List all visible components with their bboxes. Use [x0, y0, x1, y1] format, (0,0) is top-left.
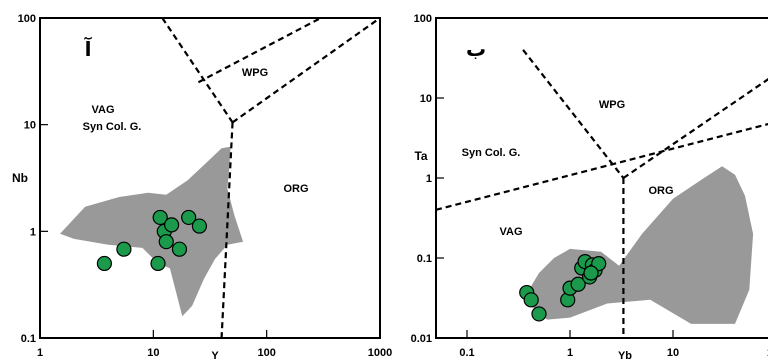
boundary-line: [231, 17, 381, 124]
y-tick-label: 100: [18, 13, 36, 25]
y-axis-title: Nb: [12, 171, 28, 185]
sample-point: [116, 241, 132, 257]
x-tick-label: 1: [37, 347, 43, 359]
field-label-vag: VAG: [499, 226, 522, 238]
sample-point: [523, 292, 539, 308]
sample-point: [583, 265, 599, 281]
field-label-vag: VAG: [91, 104, 114, 116]
boundary-line: [622, 78, 768, 179]
y-tick-label: 1: [426, 173, 432, 185]
x-tick-label: 10: [667, 347, 679, 359]
x-tick-label: 100: [257, 347, 275, 359]
sample-point: [150, 255, 166, 272]
plot-frame: [39, 17, 381, 339]
field-label-org: ORG: [648, 185, 673, 197]
field-label-wpg: WPG: [242, 67, 268, 79]
y-tick-label: 1: [30, 226, 36, 238]
x-tick-label: 1000: [368, 347, 392, 359]
panel-label: ب: [466, 37, 486, 61]
field-label-wpg: WPG: [599, 99, 625, 111]
x-tick-label: 1: [567, 347, 573, 359]
shaded-data-field: [60, 146, 244, 317]
y-tick-label: 0.1: [417, 253, 432, 265]
boundary-line: [522, 49, 625, 179]
y-tick-label: 100: [414, 13, 432, 25]
sample-point: [191, 218, 208, 234]
boundary-line: [197, 17, 322, 84]
ta-vs-yb-diagram: Yb Ta ب WPG Syn Col. G. ORG VAG 0.111010…: [411, 13, 768, 362]
y-tick-label: 10: [24, 120, 36, 132]
y-tick-label: 0.01: [411, 333, 432, 345]
y-tick-label: 10: [420, 93, 432, 105]
sample-point: [164, 217, 180, 233]
field-label-syn-col-g: Syn Col. G.: [462, 147, 521, 159]
nb-vs-y-diagram: Y Nb آ VAG Syn Col. G. WPG ORG 1 10 100 100…: [12, 13, 392, 362]
field-label-org: ORG: [283, 183, 308, 195]
sample-point: [158, 234, 174, 250]
sample-point: [152, 209, 168, 226]
sample-point: [96, 255, 112, 272]
x-tick-label: 100: [767, 347, 768, 359]
boundary-line: [435, 123, 768, 211]
sample-point: [181, 209, 197, 226]
boundary-line: [220, 122, 234, 339]
x-axis-title: Y: [211, 350, 219, 362]
x-tick-label: 0.1: [459, 347, 474, 359]
y-axis-title: Ta: [414, 149, 427, 163]
x-tick-label: 10: [147, 347, 159, 359]
y-tick-label: 0.1: [21, 333, 36, 345]
sample-point: [570, 276, 586, 292]
sample-point: [531, 306, 547, 322]
x-axis-title: Yb: [618, 350, 632, 362]
sample-point: [171, 241, 188, 257]
panel-label: آ: [84, 36, 93, 61]
field-label-syn-col-g: Syn Col. G.: [83, 121, 142, 133]
boundary-line: [161, 17, 234, 124]
